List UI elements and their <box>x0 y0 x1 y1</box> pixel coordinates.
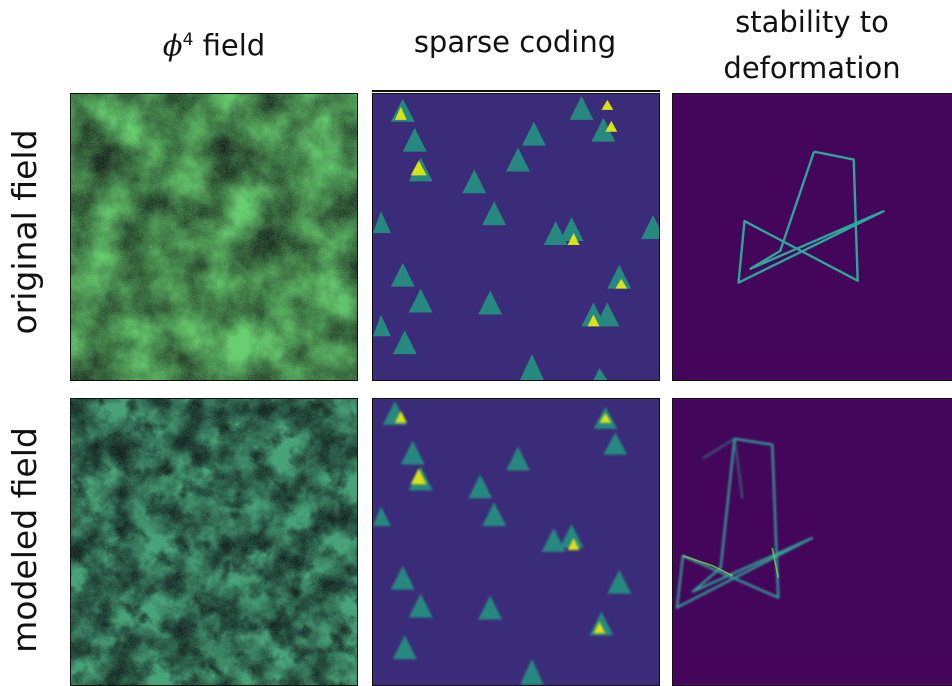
modeled-deformation-curve <box>673 399 952 685</box>
column-title-phi4-field: ϕ4 field <box>70 22 358 64</box>
column-title-stability: stability to deformation <box>672 4 952 86</box>
phi-exponent: 4 <box>182 30 194 50</box>
original-phi4-field-image <box>70 93 358 381</box>
row-label-modeled-field: modeled field <box>5 427 44 653</box>
modeled-phi4-field-image <box>70 398 358 686</box>
phi4-field-texture <box>71 94 357 380</box>
phi-symbol: ϕ <box>162 28 183 63</box>
deformation-curve <box>673 94 952 380</box>
column-title-line2: deformation <box>723 51 901 85</box>
modeled-deformation-image <box>672 398 952 686</box>
sparse-triangles <box>373 94 659 380</box>
original-deformation-image <box>672 93 952 381</box>
column-title-line1: stability to <box>735 5 889 39</box>
original-sparse-coding-image <box>372 93 660 381</box>
title-underline <box>372 90 660 92</box>
modeled-field-texture <box>71 399 357 685</box>
field-word: field <box>193 28 266 63</box>
modeled-sparse-triangles <box>373 399 659 685</box>
row-label-original-field: original field <box>5 129 44 335</box>
modeled-sparse-coding-image <box>372 398 660 686</box>
column-title-sparse-coding: sparse coding <box>413 25 617 59</box>
